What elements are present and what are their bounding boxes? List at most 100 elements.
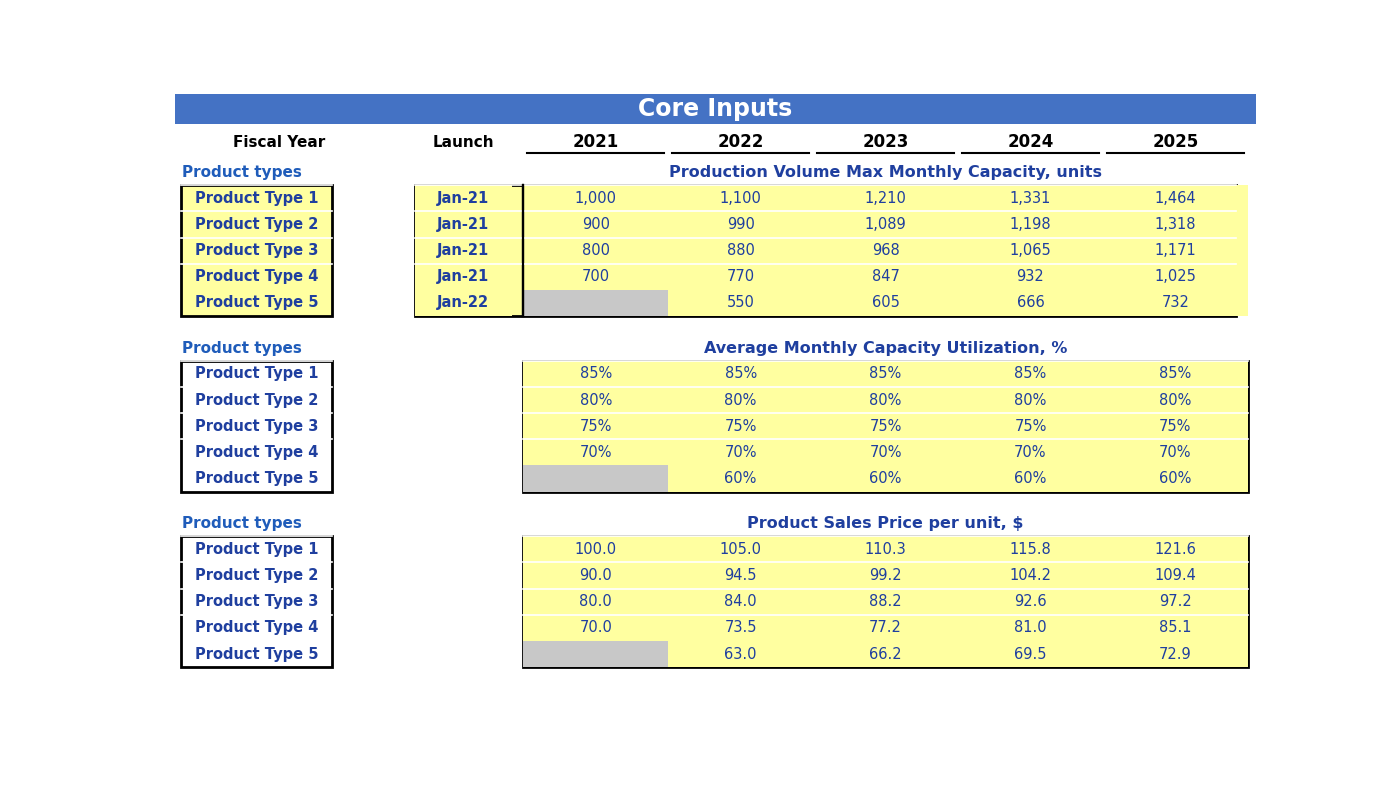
Text: 968: 968 — [871, 243, 899, 258]
Text: 75%: 75% — [725, 419, 757, 434]
Text: Product Type 2: Product Type 2 — [194, 568, 318, 583]
Text: 1,198: 1,198 — [1009, 217, 1051, 232]
Text: Product types: Product types — [183, 165, 302, 180]
Text: 900: 900 — [582, 217, 610, 232]
Text: 1,171: 1,171 — [1154, 243, 1196, 258]
Bar — [958, 563, 1103, 589]
Bar — [415, 185, 1237, 316]
Bar — [669, 361, 812, 387]
Bar — [524, 290, 669, 316]
Text: 605: 605 — [871, 296, 899, 310]
Bar — [958, 237, 1103, 264]
Text: 70%: 70% — [725, 445, 757, 460]
Text: 800: 800 — [582, 243, 610, 258]
Text: 92.6: 92.6 — [1013, 594, 1047, 609]
Text: 77.2: 77.2 — [870, 620, 902, 635]
Text: 73.5: 73.5 — [725, 620, 757, 635]
Bar — [669, 290, 812, 316]
Bar — [524, 361, 1248, 491]
Bar — [958, 413, 1103, 439]
Text: Product Type 1: Product Type 1 — [194, 366, 318, 381]
Text: 70%: 70% — [870, 445, 902, 460]
Bar — [812, 563, 958, 589]
Text: 732: 732 — [1161, 296, 1189, 310]
Bar — [1103, 439, 1248, 465]
Bar — [1103, 465, 1248, 491]
Text: 63.0: 63.0 — [725, 647, 757, 662]
Bar — [958, 361, 1103, 387]
Bar — [669, 387, 812, 413]
Bar — [669, 641, 812, 667]
Bar — [524, 615, 669, 641]
Text: 84.0: 84.0 — [725, 594, 757, 609]
Text: Product Type 5: Product Type 5 — [194, 471, 318, 486]
Text: 94.5: 94.5 — [725, 568, 757, 583]
Text: 1,210: 1,210 — [864, 191, 906, 206]
Bar — [180, 536, 332, 667]
Text: 69.5: 69.5 — [1015, 647, 1047, 662]
Bar — [958, 185, 1103, 211]
Bar — [524, 536, 669, 563]
Bar — [1103, 211, 1248, 237]
Bar — [958, 615, 1103, 641]
Bar — [812, 211, 958, 237]
Text: 70%: 70% — [1015, 445, 1047, 460]
Bar — [669, 211, 812, 237]
Text: 80%: 80% — [725, 392, 757, 407]
Bar — [958, 641, 1103, 667]
Bar — [812, 361, 958, 387]
Bar — [524, 589, 669, 615]
Bar — [1103, 536, 1248, 563]
Text: 2025: 2025 — [1152, 133, 1199, 151]
Bar — [1103, 361, 1248, 387]
Bar — [180, 185, 332, 316]
Bar — [1103, 641, 1248, 667]
Text: 60%: 60% — [1159, 471, 1192, 486]
Text: 99.2: 99.2 — [870, 568, 902, 583]
Bar — [415, 264, 511, 290]
Text: 700: 700 — [582, 270, 610, 285]
Text: 2023: 2023 — [863, 133, 909, 151]
Bar — [669, 237, 812, 264]
Bar — [812, 264, 958, 290]
Text: Product Type 1: Product Type 1 — [194, 542, 318, 557]
Bar — [524, 465, 669, 491]
Text: 97.2: 97.2 — [1159, 594, 1192, 609]
Text: Product Type 3: Product Type 3 — [194, 594, 318, 609]
Text: 88.2: 88.2 — [870, 594, 902, 609]
Bar — [958, 439, 1103, 465]
Bar — [1103, 185, 1248, 211]
Bar — [958, 211, 1103, 237]
Bar — [524, 413, 669, 439]
Text: Jan-21: Jan-21 — [437, 270, 490, 285]
Text: Product Type 1: Product Type 1 — [194, 191, 318, 206]
Bar — [812, 237, 958, 264]
Bar — [812, 290, 958, 316]
Text: Product Type 4: Product Type 4 — [194, 620, 318, 635]
Text: 85%: 85% — [725, 366, 757, 381]
Text: Average Monthly Capacity Utilization, %: Average Monthly Capacity Utilization, % — [704, 341, 1068, 356]
Text: 85%: 85% — [1159, 366, 1192, 381]
Text: Jan-22: Jan-22 — [437, 296, 489, 310]
Text: 75%: 75% — [1015, 419, 1047, 434]
Text: 70%: 70% — [1159, 445, 1192, 460]
Text: 1,025: 1,025 — [1154, 270, 1196, 285]
Text: 550: 550 — [727, 296, 755, 310]
Bar — [812, 465, 958, 491]
Bar — [524, 439, 669, 465]
Text: 70%: 70% — [579, 445, 611, 460]
Text: 1,318: 1,318 — [1154, 217, 1196, 232]
Bar — [524, 536, 1248, 667]
Bar — [1103, 290, 1248, 316]
Bar — [958, 536, 1103, 563]
Bar — [669, 439, 812, 465]
Bar — [812, 641, 958, 667]
Text: Product Type 5: Product Type 5 — [194, 647, 318, 662]
Bar — [812, 615, 958, 641]
Text: Product Type 2: Product Type 2 — [194, 217, 318, 232]
Bar — [958, 387, 1103, 413]
Text: Product Type 4: Product Type 4 — [194, 270, 318, 285]
Bar — [415, 185, 511, 211]
Bar — [669, 413, 812, 439]
Text: 666: 666 — [1016, 296, 1044, 310]
